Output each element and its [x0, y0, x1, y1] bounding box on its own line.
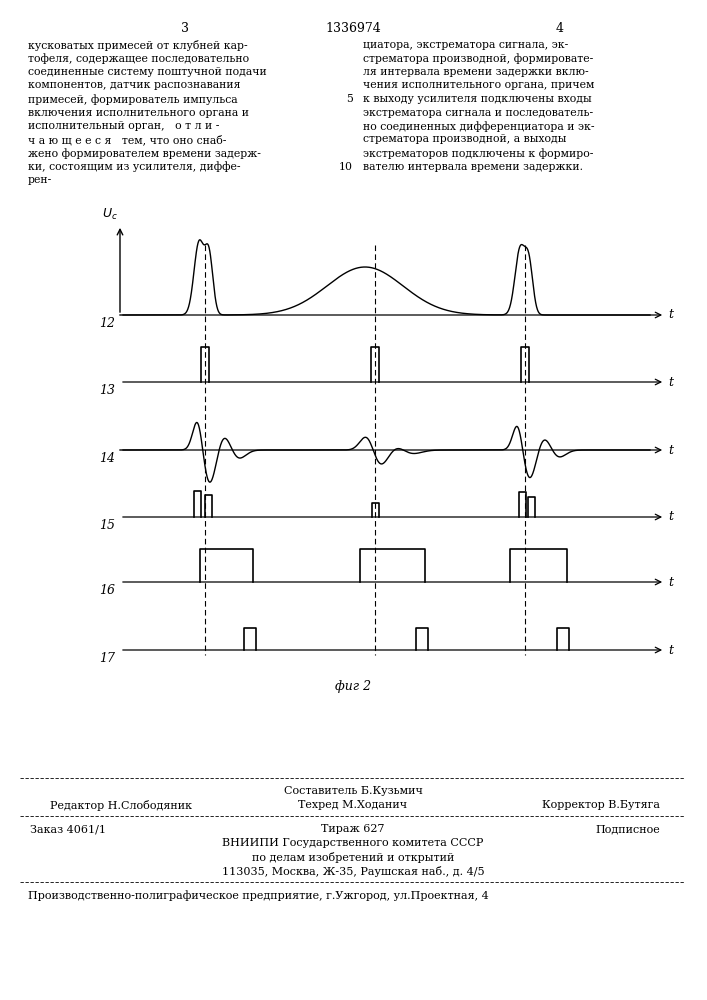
Text: Техред М.Ходанич: Техред М.Ходанич — [298, 800, 407, 810]
Text: t: t — [668, 308, 673, 322]
Text: ч а ю щ е е с я   тем, что оно снаб-: ч а ю щ е е с я тем, что оно снаб- — [28, 134, 226, 145]
Text: компонентов, датчик распознавания: компонентов, датчик распознавания — [28, 81, 240, 91]
Text: 1336974: 1336974 — [325, 22, 381, 35]
Text: чения исполнительного органа, причем: чения исполнительного органа, причем — [363, 81, 595, 91]
Text: t: t — [668, 375, 673, 388]
Text: 4: 4 — [556, 22, 564, 35]
Text: t: t — [668, 644, 673, 656]
Text: жено формирователем времени задерж-: жено формирователем времени задерж- — [28, 148, 261, 159]
Text: 12: 12 — [99, 317, 115, 330]
Text: рен-: рен- — [28, 175, 52, 185]
Text: 16: 16 — [99, 584, 115, 597]
Text: Корректор В.Бутяга: Корректор В.Бутяга — [542, 800, 660, 810]
Text: циатора, экстрематора сигнала, эк-: циатора, экстрематора сигнала, эк- — [363, 40, 568, 50]
Text: 5: 5 — [346, 94, 353, 104]
Text: стрематора производной, формировате-: стрематора производной, формировате- — [363, 53, 593, 64]
Text: экстрематора сигнала и последователь-: экстрематора сигнала и последователь- — [363, 107, 593, 117]
Text: t: t — [668, 444, 673, 456]
Text: 13: 13 — [99, 384, 115, 397]
Text: кусковатых примесей от клубней кар-: кусковатых примесей от клубней кар- — [28, 40, 247, 51]
Text: включения исполнительного органа и: включения исполнительного органа и — [28, 107, 249, 117]
Text: Производственно-полиграфическое предприятие, г.Ужгород, ул.Проектная, 4: Производственно-полиграфическое предприя… — [28, 890, 489, 901]
Text: Подписное: Подписное — [595, 824, 660, 834]
Text: экстрематоров подключены к формиро-: экстрематоров подключены к формиро- — [363, 148, 593, 159]
Text: вателю интервала времени задержки.: вателю интервала времени задержки. — [363, 161, 583, 172]
Text: стрематора производной, а выходы: стрематора производной, а выходы — [363, 134, 566, 144]
Text: Заказ 4061/1: Заказ 4061/1 — [30, 824, 106, 834]
Text: 15: 15 — [99, 519, 115, 532]
Text: 10: 10 — [339, 161, 353, 172]
Text: t: t — [668, 576, 673, 588]
Text: тофеля, содержащее последовательно: тофеля, содержащее последовательно — [28, 53, 249, 64]
Text: но соединенных дифференциатора и эк-: но соединенных дифференциатора и эк- — [363, 121, 595, 132]
Text: Редактор Н.Слободяник: Редактор Н.Слободяник — [50, 800, 192, 811]
Text: фиг 2: фиг 2 — [335, 680, 371, 693]
Text: к выходу усилителя подключены входы: к выходу усилителя подключены входы — [363, 94, 592, 104]
Text: 14: 14 — [99, 452, 115, 465]
Text: 113035, Москва, Ж-35, Раушская наб., д. 4/5: 113035, Москва, Ж-35, Раушская наб., д. … — [222, 866, 484, 877]
Text: Составитель Б.Кузьмич: Составитель Б.Кузьмич — [284, 786, 423, 796]
Text: по делам изобретений и открытий: по делам изобретений и открытий — [252, 852, 454, 863]
Text: ки, состоящим из усилителя, диффе-: ки, состоящим из усилителя, диффе- — [28, 161, 240, 172]
Text: $U_c$: $U_c$ — [103, 207, 118, 222]
Text: 17: 17 — [99, 652, 115, 665]
Text: примесей, формирователь импульса: примесей, формирователь импульса — [28, 94, 238, 105]
Text: ля интервала времени задержки вклю-: ля интервала времени задержки вклю- — [363, 67, 589, 77]
Text: исполнительный орган,   о т л и -: исполнительный орган, о т л и - — [28, 121, 219, 131]
Text: ВНИИПИ Государственного комитета СССР: ВНИИПИ Государственного комитета СССР — [222, 838, 484, 848]
Text: 3: 3 — [181, 22, 189, 35]
Text: соединенные систему поштучной подачи: соединенные систему поштучной подачи — [28, 67, 267, 77]
Text: Тираж 627: Тираж 627 — [321, 824, 385, 834]
Text: t: t — [668, 510, 673, 524]
